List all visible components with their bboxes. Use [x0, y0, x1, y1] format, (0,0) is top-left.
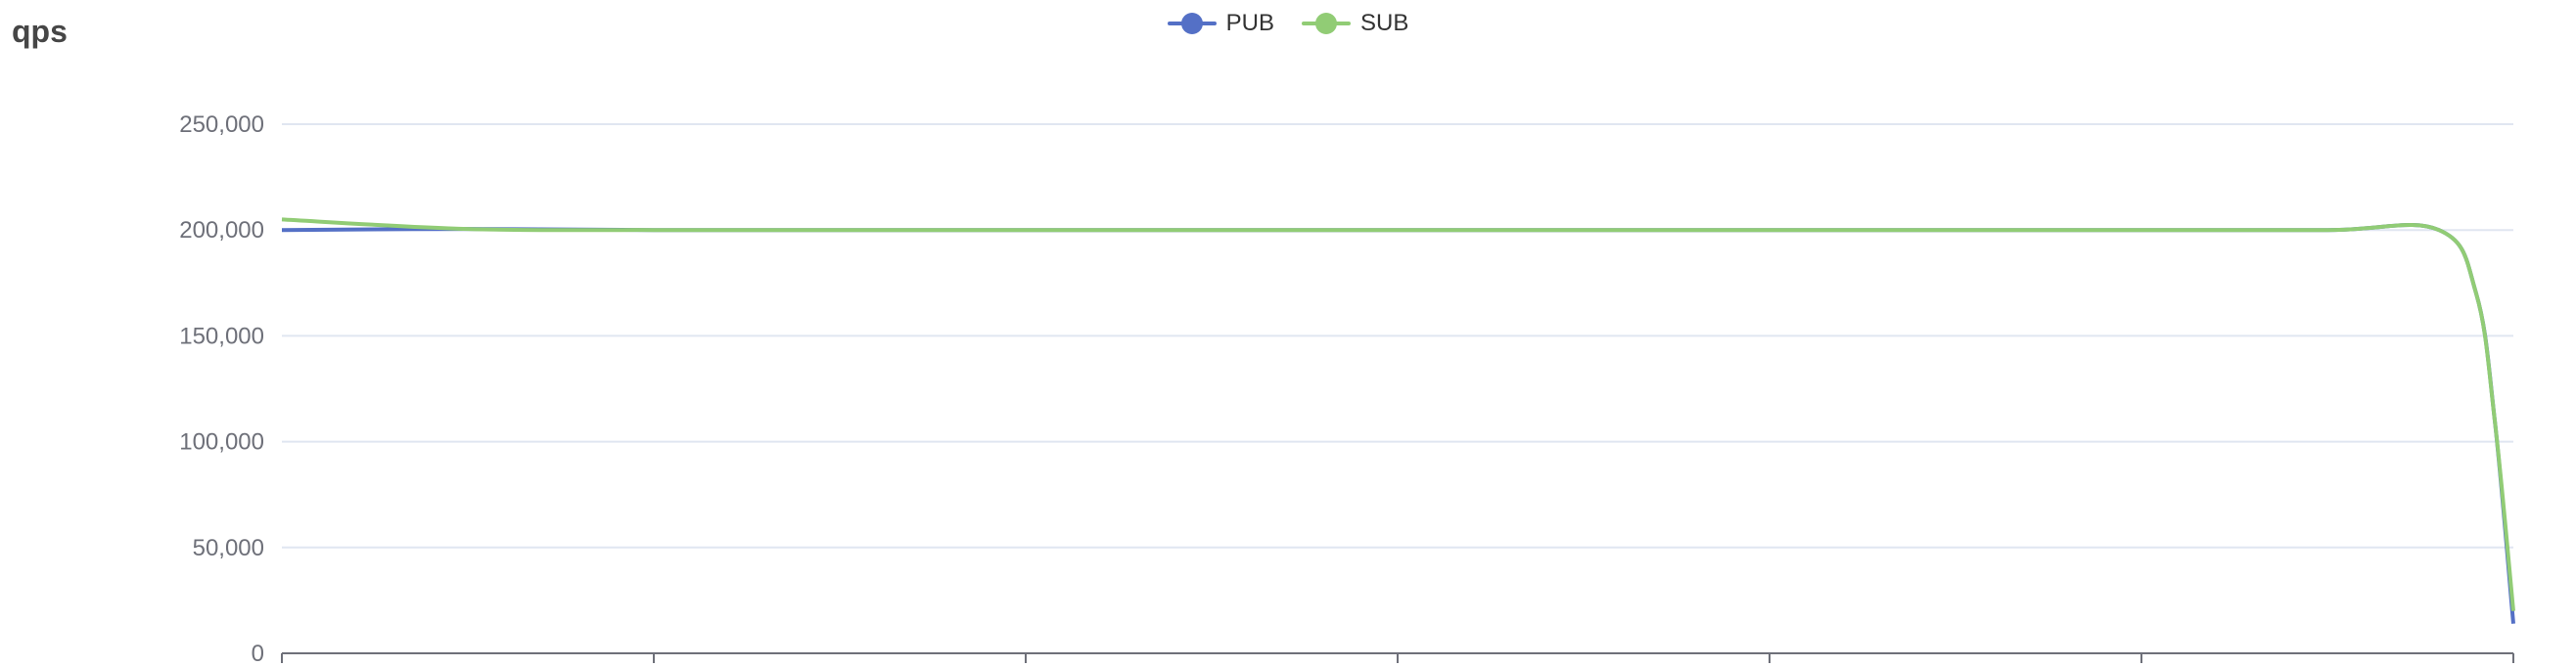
x-axis	[281, 652, 2514, 663]
legend-label-pub: PUB	[1225, 10, 1274, 36]
legend-item-pub[interactable]: PUB	[1167, 10, 1274, 37]
y-tick-label: 250,000	[179, 111, 264, 138]
series-line-pub	[281, 223, 2515, 624]
chart-title: qps	[12, 14, 68, 49]
legend-label-sub: SUB	[1360, 10, 1409, 36]
legend: PUB SUB	[0, 10, 2576, 37]
series-line-sub	[281, 217, 2515, 611]
legend-pub-swatch-icon	[1167, 10, 1217, 37]
series-layer	[281, 217, 2515, 624]
y-tick-label: 150,000	[179, 323, 264, 349]
y-tick-label: 200,000	[179, 217, 264, 244]
legend-sub-swatch-icon	[1302, 10, 1351, 37]
y-axis-labels: 0 50,000 100,000 150,000 200,000 250,000	[179, 111, 264, 667]
grid-lines	[282, 123, 2513, 549]
y-tick-label: 0	[252, 641, 264, 667]
y-tick-label: 50,000	[193, 535, 264, 561]
legend-item-sub[interactable]: SUB	[1302, 10, 1408, 37]
y-tick-label: 100,000	[179, 429, 264, 456]
